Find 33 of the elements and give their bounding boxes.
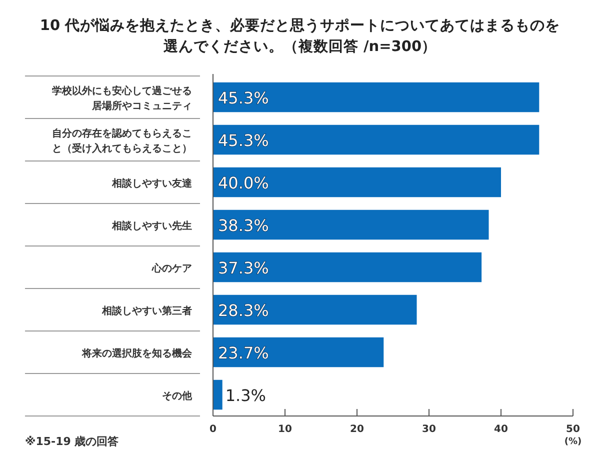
- x-tick-label: 40: [494, 424, 508, 435]
- y-tick-label: 自分の存在を認めてもらえること（受け入れてもらえること）: [52, 127, 192, 154]
- bar: [213, 380, 222, 410]
- bar: [213, 210, 489, 240]
- data-label: 23.7%: [218, 343, 269, 362]
- x-axis-title: (%): [564, 437, 582, 447]
- bar: [213, 82, 540, 112]
- x-tick-label: 30: [422, 424, 436, 435]
- bar: [213, 124, 540, 155]
- data-label: 1.3%: [225, 386, 266, 405]
- y-tick-label: その他: [162, 390, 193, 402]
- x-tick-label: 0: [210, 424, 217, 435]
- bar: [213, 294, 417, 325]
- data-label: 40.0%: [218, 173, 269, 192]
- x-tick-label: 10: [278, 424, 292, 435]
- y-tick-label: 学校以外にも安心して過ごせる居場所やコミュニティ: [52, 84, 192, 112]
- y-tick-label: 将来の選択肢を知る機会: [81, 347, 193, 360]
- data-label: 45.3%: [218, 130, 269, 150]
- bar: [213, 252, 482, 282]
- bar: [213, 337, 384, 368]
- y-tick-label: 相談しやすい先生: [111, 220, 192, 232]
- x-tick-label: 50: [566, 424, 580, 435]
- data-label: 38.3%: [218, 216, 269, 235]
- x-tick-label: 20: [350, 424, 364, 435]
- y-tick-label: 相談しやすい第三者: [101, 304, 192, 317]
- y-tick-label: 相談しやすい友達: [111, 177, 193, 190]
- y-tick-label: 心のケア: [151, 262, 192, 274]
- data-label: 45.3%: [218, 88, 269, 108]
- data-label: 37.3%: [218, 258, 269, 278]
- chart-title: 10 代が悩みを抱えたとき、必要だと思うサポートについてあてはまるものを選んでください。（複数回答 /n=300）: [40, 17, 560, 55]
- bar: [213, 167, 501, 198]
- text: ※15-19 歳の回答: [25, 435, 120, 448]
- data-label: 28.3%: [218, 300, 269, 320]
